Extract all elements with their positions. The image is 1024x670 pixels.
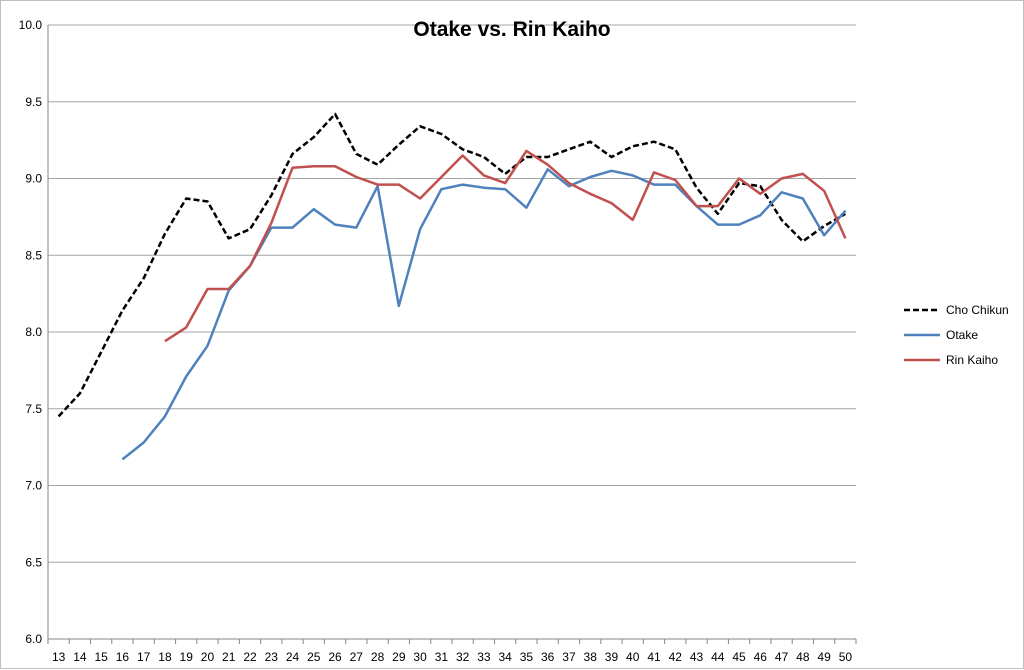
x-tick-label: 44 (711, 650, 725, 664)
x-tick-label: 42 (669, 650, 683, 664)
series-line-cho-chikun (57, 112, 847, 418)
x-tick-label: 28 (371, 650, 385, 664)
y-tick-label: 8.5 (25, 248, 42, 262)
x-tick-label: 30 (413, 650, 427, 664)
x-tick-label: 37 (562, 650, 576, 664)
x-tick-label: 20 (201, 650, 215, 664)
x-tick-label: 49 (817, 650, 831, 664)
x-tick-label: 47 (775, 650, 789, 664)
x-tick-label: 32 (456, 650, 470, 664)
x-tick-label: 50 (839, 650, 853, 664)
x-tick-label: 40 (626, 650, 640, 664)
axes (47, 25, 857, 644)
x-tick-label: 35 (520, 650, 534, 664)
x-tick-label: 36 (541, 650, 555, 664)
y-tick-label: 10.0 (19, 18, 43, 32)
x-tick-label: 29 (392, 650, 406, 664)
x-tick-label: 17 (137, 650, 151, 664)
x-tick-label: 33 (477, 650, 491, 664)
legend-label: Otake (946, 328, 978, 342)
y-tick-label: 7.5 (25, 402, 42, 416)
x-tick-label: 13 (52, 650, 66, 664)
series-lines (57, 112, 847, 461)
x-tick-label: 25 (307, 650, 321, 664)
x-tick-label: 24 (286, 650, 300, 664)
legend: Cho Chikun Otake Rin Kaiho (904, 303, 1009, 367)
x-tick-label: 43 (690, 650, 704, 664)
y-tick-label: 9.0 (25, 172, 42, 186)
y-tick-label: 9.5 (25, 95, 42, 109)
x-axis-tick-labels: 13 14 15 16 17 18 19 20 21 22 23 24 25 26 27 28 29 30 31 32… (52, 650, 852, 664)
y-axis-tick-labels: 6.0 6.5 7.0 7.5 8.0 8.5 9.0 9.5 10.0 (19, 18, 43, 646)
y-tick-label: 6.5 (25, 555, 42, 569)
y-tick-label: 8.0 (25, 325, 42, 339)
x-tick-label: 23 (265, 650, 279, 664)
x-tick-label: 19 (180, 650, 194, 664)
x-tick-label: 46 (754, 650, 768, 664)
chart-title: Otake vs. Rin Kaiho (413, 18, 610, 41)
x-tick-label: 34 (498, 650, 512, 664)
x-tick-label: 41 (647, 650, 661, 664)
x-tick-label: 38 (584, 650, 598, 664)
x-tick-label: 15 (94, 650, 108, 664)
y-tick-label: 6.0 (25, 632, 42, 646)
x-tick-label: 27 (350, 650, 364, 664)
x-tick-label: 21 (222, 650, 236, 664)
legend-label: Rin Kaiho (946, 353, 998, 367)
x-tick-label: 31 (435, 650, 449, 664)
x-tick-label: 26 (328, 650, 342, 664)
series-line-otake (121, 168, 847, 461)
y-tick-label: 7.0 (25, 479, 42, 493)
x-tick-label: 18 (158, 650, 172, 664)
x-tick-label: 16 (116, 650, 130, 664)
x-tick-label: 48 (796, 650, 810, 664)
x-tick-label: 39 (605, 650, 619, 664)
gridlines (48, 24, 856, 563)
x-tick-label: 14 (73, 650, 87, 664)
legend-label: Cho Chikun (946, 303, 1009, 317)
x-tick-label: 45 (732, 650, 746, 664)
x-tick-label: 22 (243, 650, 257, 664)
series-line-rin-kaiho (164, 149, 847, 343)
